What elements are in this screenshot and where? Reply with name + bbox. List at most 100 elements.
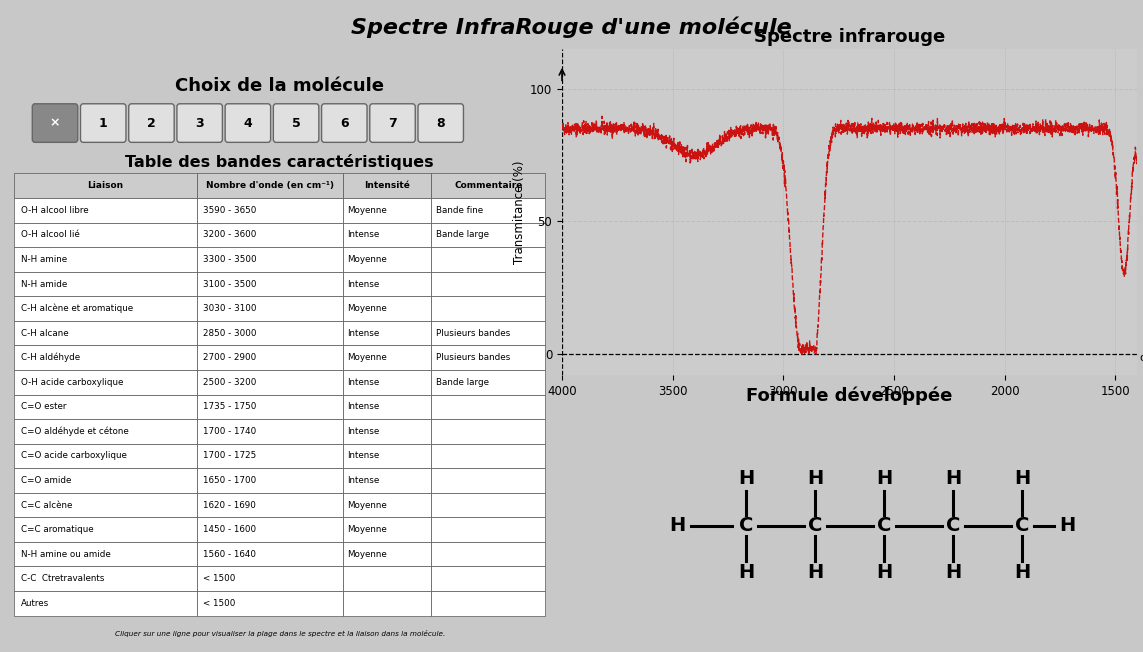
Bar [14,321,198,346]
Text: Nombre d'onde (en cm⁻¹): Nombre d'onde (en cm⁻¹) [207,181,335,190]
Bar [343,370,431,394]
Bar [14,419,198,443]
Text: 1700 - 1740: 1700 - 1740 [203,427,256,436]
Bar [14,567,198,591]
Bar [14,296,198,321]
Bar [198,321,343,346]
Bar [198,517,343,542]
Bar [198,272,343,296]
Text: C: C [738,516,753,535]
Text: 2500 - 3200: 2500 - 3200 [203,378,256,387]
Text: Commentaire: Commentaire [454,181,522,190]
Text: 1: 1 [98,117,107,130]
Bar [343,346,431,370]
Text: C=C alcène: C=C alcène [22,501,73,509]
Text: Moyenne: Moyenne [347,206,386,215]
Bar [14,591,198,615]
Text: C: C [877,516,892,535]
Text: Autres: Autres [22,599,49,608]
Bar [431,173,545,198]
Text: Intense: Intense [347,230,379,239]
Text: H: H [945,469,961,488]
Text: Intense: Intense [347,378,379,387]
Text: C=O amide: C=O amide [22,476,72,485]
Bar [14,272,198,296]
Y-axis label: Transmitance (%): Transmitance (%) [513,160,526,264]
Text: 2850 - 3000: 2850 - 3000 [203,329,257,338]
Bar [343,591,431,615]
Bar [431,468,545,493]
Text: Plusieurs bandes: Plusieurs bandes [435,353,510,362]
Text: 4: 4 [243,117,253,130]
Bar [14,493,198,517]
Bar [431,591,545,615]
Text: < 1500: < 1500 [203,599,235,608]
Text: Bande fine: Bande fine [435,206,482,215]
Text: 3: 3 [195,117,203,130]
Text: C-H aldéhyde: C-H aldéhyde [22,353,80,363]
Bar [198,198,343,222]
Text: ×: × [50,117,61,130]
Text: Intensité: Intensité [365,181,410,190]
Text: H: H [807,563,823,582]
Bar [198,567,343,591]
Text: < 1500: < 1500 [203,574,235,583]
Text: H: H [738,469,754,488]
FancyBboxPatch shape [129,104,174,142]
Text: Intense: Intense [347,427,379,436]
Text: Cliquer sur une ligne pour visualiser la plage dans le spectre et la liaison dan: Cliquer sur une ligne pour visualiser la… [114,630,445,638]
Text: 7: 7 [389,117,397,130]
Text: O-H alcool lié: O-H alcool lié [22,230,80,239]
Text: O-H acide carboxylique: O-H acide carboxylique [22,378,123,387]
Text: H: H [807,469,823,488]
Text: Intense: Intense [347,280,379,288]
Text: C=O aldéhyde et cétone: C=O aldéhyde et cétone [22,426,129,436]
Bar [14,443,198,468]
Bar [198,296,343,321]
Text: Table des bandes caractéristiques: Table des bandes caractéristiques [126,154,434,170]
Bar [431,542,545,567]
Bar [198,493,343,517]
Text: C=C aromatique: C=C aromatique [22,525,94,534]
FancyBboxPatch shape [80,104,126,142]
Text: σ (c: σ (c [1141,352,1143,363]
Bar [343,493,431,517]
Text: 3300 - 3500: 3300 - 3500 [203,255,257,264]
Text: H: H [669,516,685,535]
Title: Spectre infrarouge: Spectre infrarouge [754,28,945,46]
Text: 2700 - 2900: 2700 - 2900 [203,353,256,362]
Text: Intense: Intense [347,329,379,338]
Bar [431,346,545,370]
Text: Plusieurs bandes: Plusieurs bandes [435,329,510,338]
Bar [198,370,343,394]
Text: 2: 2 [147,117,155,130]
Text: Intense: Intense [347,451,379,460]
Text: Moyenne: Moyenne [347,353,386,362]
Bar [343,419,431,443]
Bar [343,198,431,222]
Text: 3590 - 3650: 3590 - 3650 [203,206,256,215]
Bar [431,443,545,468]
Text: H: H [1058,516,1076,535]
Text: Moyenne: Moyenne [347,255,386,264]
Bar [14,222,198,247]
Bar [14,370,198,394]
Text: H: H [876,469,893,488]
Text: 1450 - 1600: 1450 - 1600 [203,525,256,534]
Text: H: H [945,563,961,582]
Bar [343,272,431,296]
Bar [431,394,545,419]
Bar [343,468,431,493]
Bar [431,222,545,247]
Bar [198,443,343,468]
Text: Moyenne: Moyenne [347,304,386,313]
Title: Formule développée: Formule développée [746,386,953,405]
Bar [431,567,545,591]
Bar [343,321,431,346]
Text: Liaison: Liaison [88,181,123,190]
Bar [431,198,545,222]
Bar [198,591,343,615]
Bar [198,346,343,370]
Text: Bande large: Bande large [435,378,489,387]
Text: 8: 8 [437,117,445,130]
